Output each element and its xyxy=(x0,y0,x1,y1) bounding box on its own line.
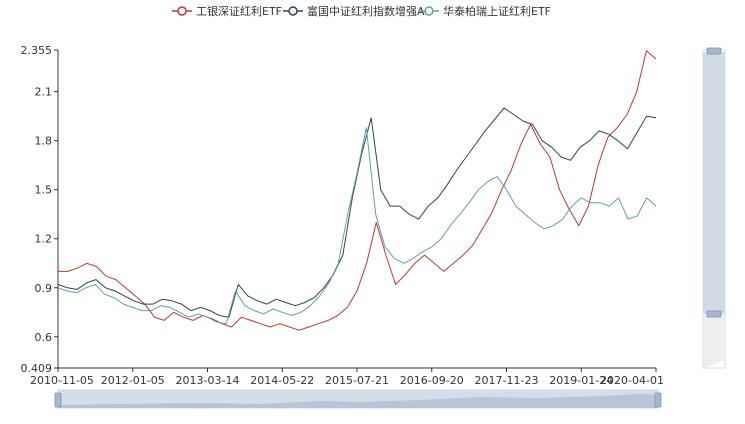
y-tick-label-1: 0.6 xyxy=(35,331,53,344)
zoom-window-vertical[interactable] xyxy=(703,52,725,314)
y-tick-label-6: 2.1 xyxy=(35,86,53,99)
x-tick-label-6: 2017-11-23 xyxy=(475,374,539,387)
x-tick-label-2: 2013-03-14 xyxy=(176,374,240,387)
series-lines xyxy=(57,50,657,331)
zoom-preview-area xyxy=(58,394,658,408)
x-tick-label-1: 2012-01-05 xyxy=(101,374,165,387)
axes xyxy=(57,50,656,369)
x-tick-label-7: 2019-01-24 xyxy=(549,374,613,387)
x-tick-label-5: 2016-09-20 xyxy=(400,374,464,387)
zoom-handle-top[interactable] xyxy=(706,47,722,55)
y-ticks: 0.409 0.6 0.9 1.2 1.5 1.8 2.1 2.355 xyxy=(21,44,58,375)
y-tick-label-0: 0.409 xyxy=(21,362,53,375)
legend[interactable]: 工银深证红利ETF 富国中证红利指数增强A 华泰柏瑞上证红利ETF xyxy=(172,4,551,18)
zoom-handle-left[interactable] xyxy=(54,392,62,408)
legend-item-1[interactable]: 富国中证红利指数增强A xyxy=(283,4,425,18)
x-tick-label-3: 2014-05-22 xyxy=(250,374,314,387)
x-tick-label-4: 2015-07-21 xyxy=(325,374,389,387)
y-tick-label-7: 2.355 xyxy=(21,44,53,57)
legend-label-1: 富国中证红利指数增强A xyxy=(307,4,425,18)
series-line-0 xyxy=(58,50,657,331)
zoom-handle-right[interactable] xyxy=(654,392,662,408)
x-tick-label-8: 2020-04-01 xyxy=(600,374,664,387)
vertical-zoom-slider[interactable] xyxy=(702,47,726,369)
x-ticks: 2010-11-05 2012-01-05 2013-03-14 2014-05-22… xyxy=(30,368,664,387)
zoom-handle-bottom[interactable] xyxy=(706,310,722,318)
y-tick-label-3: 1.2 xyxy=(35,233,53,246)
horizontal-zoom-slider[interactable] xyxy=(54,389,662,409)
y-tick-label-4: 1.5 xyxy=(35,184,53,197)
series-line-1 xyxy=(57,107,657,318)
legend-item-2[interactable]: 华泰柏瑞上证红利ETF xyxy=(419,4,551,18)
legend-item-0[interactable]: 工银深证红利ETF xyxy=(172,4,282,18)
legend-label-0: 工银深证红利ETF xyxy=(196,4,282,18)
y-tick-label-2: 0.9 xyxy=(35,282,53,295)
y-tick-label-5: 1.8 xyxy=(35,135,53,148)
x-tick-label-0: 2010-11-05 xyxy=(30,374,94,387)
series-line-2 xyxy=(57,127,657,325)
legend-label-2: 华泰柏瑞上证红利ETF xyxy=(443,4,551,18)
